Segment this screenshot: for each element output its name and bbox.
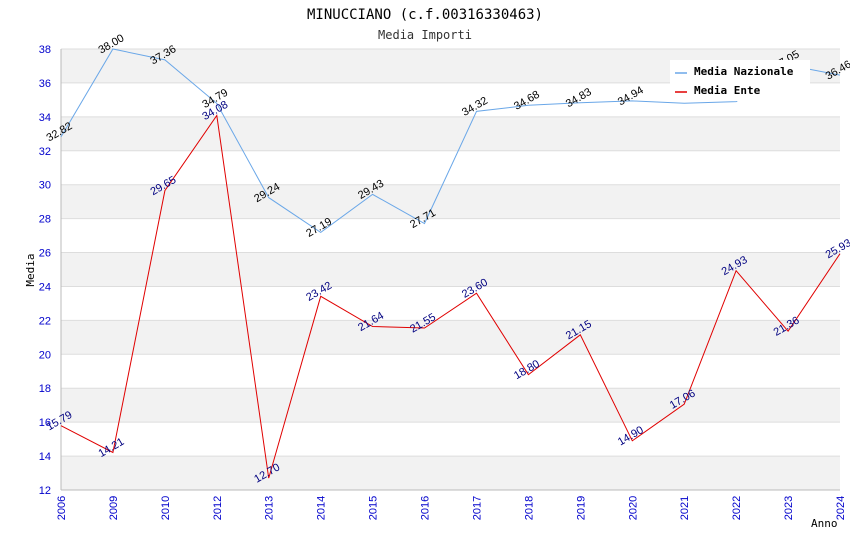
x-tick-label: 2013 xyxy=(264,496,276,520)
data-label-nazionale: 34.83 xyxy=(564,86,594,110)
x-tick-label: 2012 xyxy=(212,496,224,520)
data-label-nazionale: 27.19 xyxy=(304,216,334,240)
x-tick-label: 2006 xyxy=(56,496,68,520)
x-tick-label: 2014 xyxy=(316,496,328,520)
x-tick-label: 2017 xyxy=(471,496,483,520)
x-tick-label: 2018 xyxy=(523,496,535,520)
data-label-nazionale: 34.94 xyxy=(616,84,646,108)
series-line-media-ente xyxy=(60,114,841,479)
y-axis-label: Media xyxy=(24,253,37,286)
y-tick-label: 22 xyxy=(39,315,51,327)
grid-band xyxy=(61,456,840,490)
series-lines xyxy=(60,48,841,479)
grid-band xyxy=(61,116,840,151)
y-tick-label: 18 xyxy=(39,383,51,395)
x-tick-label: 2023 xyxy=(783,496,795,520)
y-tick-label: 36 xyxy=(39,78,51,90)
x-tick-label: 2009 xyxy=(108,496,120,520)
data-label-ente: 18.80 xyxy=(512,358,542,382)
x-tick-label: 2016 xyxy=(420,496,432,520)
grid-band xyxy=(61,320,840,355)
chart-subtitle: Media Importi xyxy=(378,28,472,42)
x-tick-label: 2024 xyxy=(835,496,847,520)
data-label-ente: 14.90 xyxy=(616,424,646,448)
x-axis-label: Anno xyxy=(811,517,838,530)
legend-label-ente: Media Ente xyxy=(694,84,761,97)
grid-band xyxy=(61,252,840,287)
y-tick-label: 30 xyxy=(39,180,51,192)
y-tick-label: 32 xyxy=(39,146,51,158)
y-tick-label: 38 xyxy=(39,44,51,56)
legend-label-nazionale: Media Nazionale xyxy=(694,65,794,78)
legend-box xyxy=(670,60,810,101)
grid-bands xyxy=(61,49,840,490)
y-tick-label: 28 xyxy=(39,214,51,226)
y-tick-label: 12 xyxy=(39,485,51,497)
data-label-nazionale: 34.68 xyxy=(512,89,542,113)
y-tick-label: 16 xyxy=(39,417,51,429)
y-tick-label: 20 xyxy=(39,349,51,361)
grid-band xyxy=(61,388,840,423)
x-tick-label: 2010 xyxy=(160,496,172,520)
y-tick-label: 24 xyxy=(39,281,51,293)
y-tick-label: 26 xyxy=(39,248,51,260)
y-tick-labels: 12 14 16 18 20 22 24 26 28 30 32 34 36 38 xyxy=(39,44,51,497)
x-tick-label: 2019 xyxy=(575,496,587,520)
x-tick-label: 2022 xyxy=(731,496,743,520)
y-tick-label: 14 xyxy=(39,451,51,463)
x-tick-label: 2020 xyxy=(627,496,639,520)
chart-title: MINUCCIANO (c.f.00316330463) xyxy=(307,7,543,23)
x-tick-labels: 2006 2009 2010 2012 2013 2014 2015 2016 2017 2018… xyxy=(56,496,847,520)
series-line-media-nazionale xyxy=(60,48,841,234)
data-label-ente: 15.79 xyxy=(45,409,75,433)
x-tick-label: 2021 xyxy=(679,496,691,520)
grid-band xyxy=(61,184,840,219)
legend: Media Nazionale Media Ente xyxy=(670,60,810,101)
y-tick-label: 34 xyxy=(39,112,51,124)
x-tick-label: 2015 xyxy=(368,496,380,520)
axes xyxy=(60,49,840,491)
